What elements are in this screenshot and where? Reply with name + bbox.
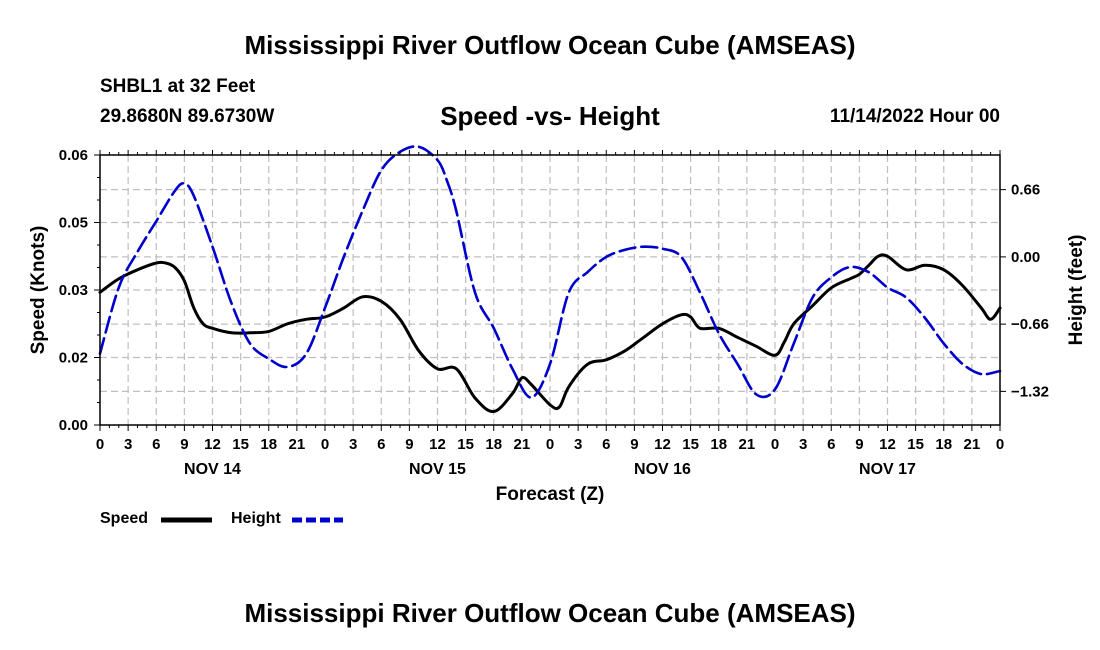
- x-tick-label: 18: [485, 436, 502, 453]
- y-tick-label-right: −1.32: [1011, 383, 1049, 400]
- forecast-datetime: 11/14/2022 Hour 00: [829, 106, 1000, 127]
- legend-speed-label: Speed: [100, 510, 149, 527]
- y-tick-label-left: 0.00: [59, 417, 88, 434]
- x-tick-label: 6: [152, 436, 160, 453]
- y-tick-label-right: −0.66: [1011, 316, 1049, 333]
- x-tick-label: 6: [827, 436, 835, 453]
- day-label: NOV 14: [184, 461, 241, 478]
- x-tick-label: 3: [349, 436, 357, 453]
- x-tick-label: 0: [546, 436, 554, 453]
- y-axis-label-right: Height (feet): [1066, 235, 1087, 346]
- x-tick-label: 6: [377, 436, 385, 453]
- x-tick-label: 9: [405, 436, 413, 453]
- y-tick-label-left: 0.05: [59, 215, 88, 232]
- chart-title: Mississippi River Outflow Ocean Cube (AM…: [244, 30, 856, 60]
- x-tick-label: 6: [602, 436, 610, 453]
- x-tick-label: 12: [654, 436, 671, 453]
- x-tick-label: 3: [124, 436, 132, 453]
- grid: [100, 155, 1000, 425]
- x-tick-label: 0: [771, 436, 779, 453]
- x-tick-label: 12: [429, 436, 446, 453]
- day-label: NOV 15: [409, 461, 466, 478]
- x-tick-label: 15: [232, 436, 249, 453]
- x-tick-label: 15: [907, 436, 924, 453]
- day-label: NOV 16: [634, 461, 691, 478]
- x-tick-label: 18: [260, 436, 277, 453]
- x-tick-label: 21: [514, 436, 531, 453]
- station-label: SHBL1 at 32 Feet: [100, 76, 256, 97]
- x-tick-label: 3: [799, 436, 807, 453]
- series-layer: [98, 145, 1002, 414]
- x-tick-label: 9: [630, 436, 638, 453]
- axes: 0 3 6 9 12 15 18 21 0 3 6 9 12 15 18 21 0 3 6 9 12 15 18 21 0 3 6 9…: [59, 147, 1049, 478]
- x-tick-label: 3: [574, 436, 582, 453]
- x-tick-label: 0: [996, 436, 1004, 453]
- x-tick-label: 9: [855, 436, 863, 453]
- x-axis-label: Forecast (Z): [496, 484, 605, 505]
- x-tick-label: 12: [204, 436, 221, 453]
- x-tick-label: 0: [321, 436, 329, 453]
- coordinates-label: 29.8680N 89.6730W: [100, 106, 275, 127]
- y-tick-label-left: 0.03: [59, 282, 88, 299]
- x-tick-label: 0: [96, 436, 104, 453]
- x-tick-label: 21: [964, 436, 981, 453]
- x-tick-label: 21: [289, 436, 306, 453]
- height-series-line: [98, 145, 1002, 399]
- y-tick-label-left: 0.06: [59, 147, 88, 164]
- x-tick-label: 18: [710, 436, 727, 453]
- x-tick-label: 15: [457, 436, 474, 453]
- y-tick-label-right: 0.00: [1011, 249, 1040, 266]
- y-tick-label-left: 0.02: [59, 350, 88, 367]
- x-tick-label: 21: [739, 436, 756, 453]
- x-tick-label: 12: [879, 436, 896, 453]
- day-label: NOV 17: [859, 461, 916, 478]
- legend-height-label: Height: [231, 510, 281, 527]
- y-axis-label-left: Speed (Knots): [28, 226, 49, 355]
- speed-series-line: [98, 253, 1002, 414]
- x-tick-label: 15: [682, 436, 699, 453]
- x-tick-label: 18: [935, 436, 952, 453]
- y-tick-label-right: 0.66: [1011, 182, 1040, 199]
- chart-subtitle: Speed -vs- Height: [440, 101, 660, 131]
- x-tick-label: 9: [180, 436, 188, 453]
- footer-title: Mississippi River Outflow Ocean Cube (AM…: [244, 598, 856, 628]
